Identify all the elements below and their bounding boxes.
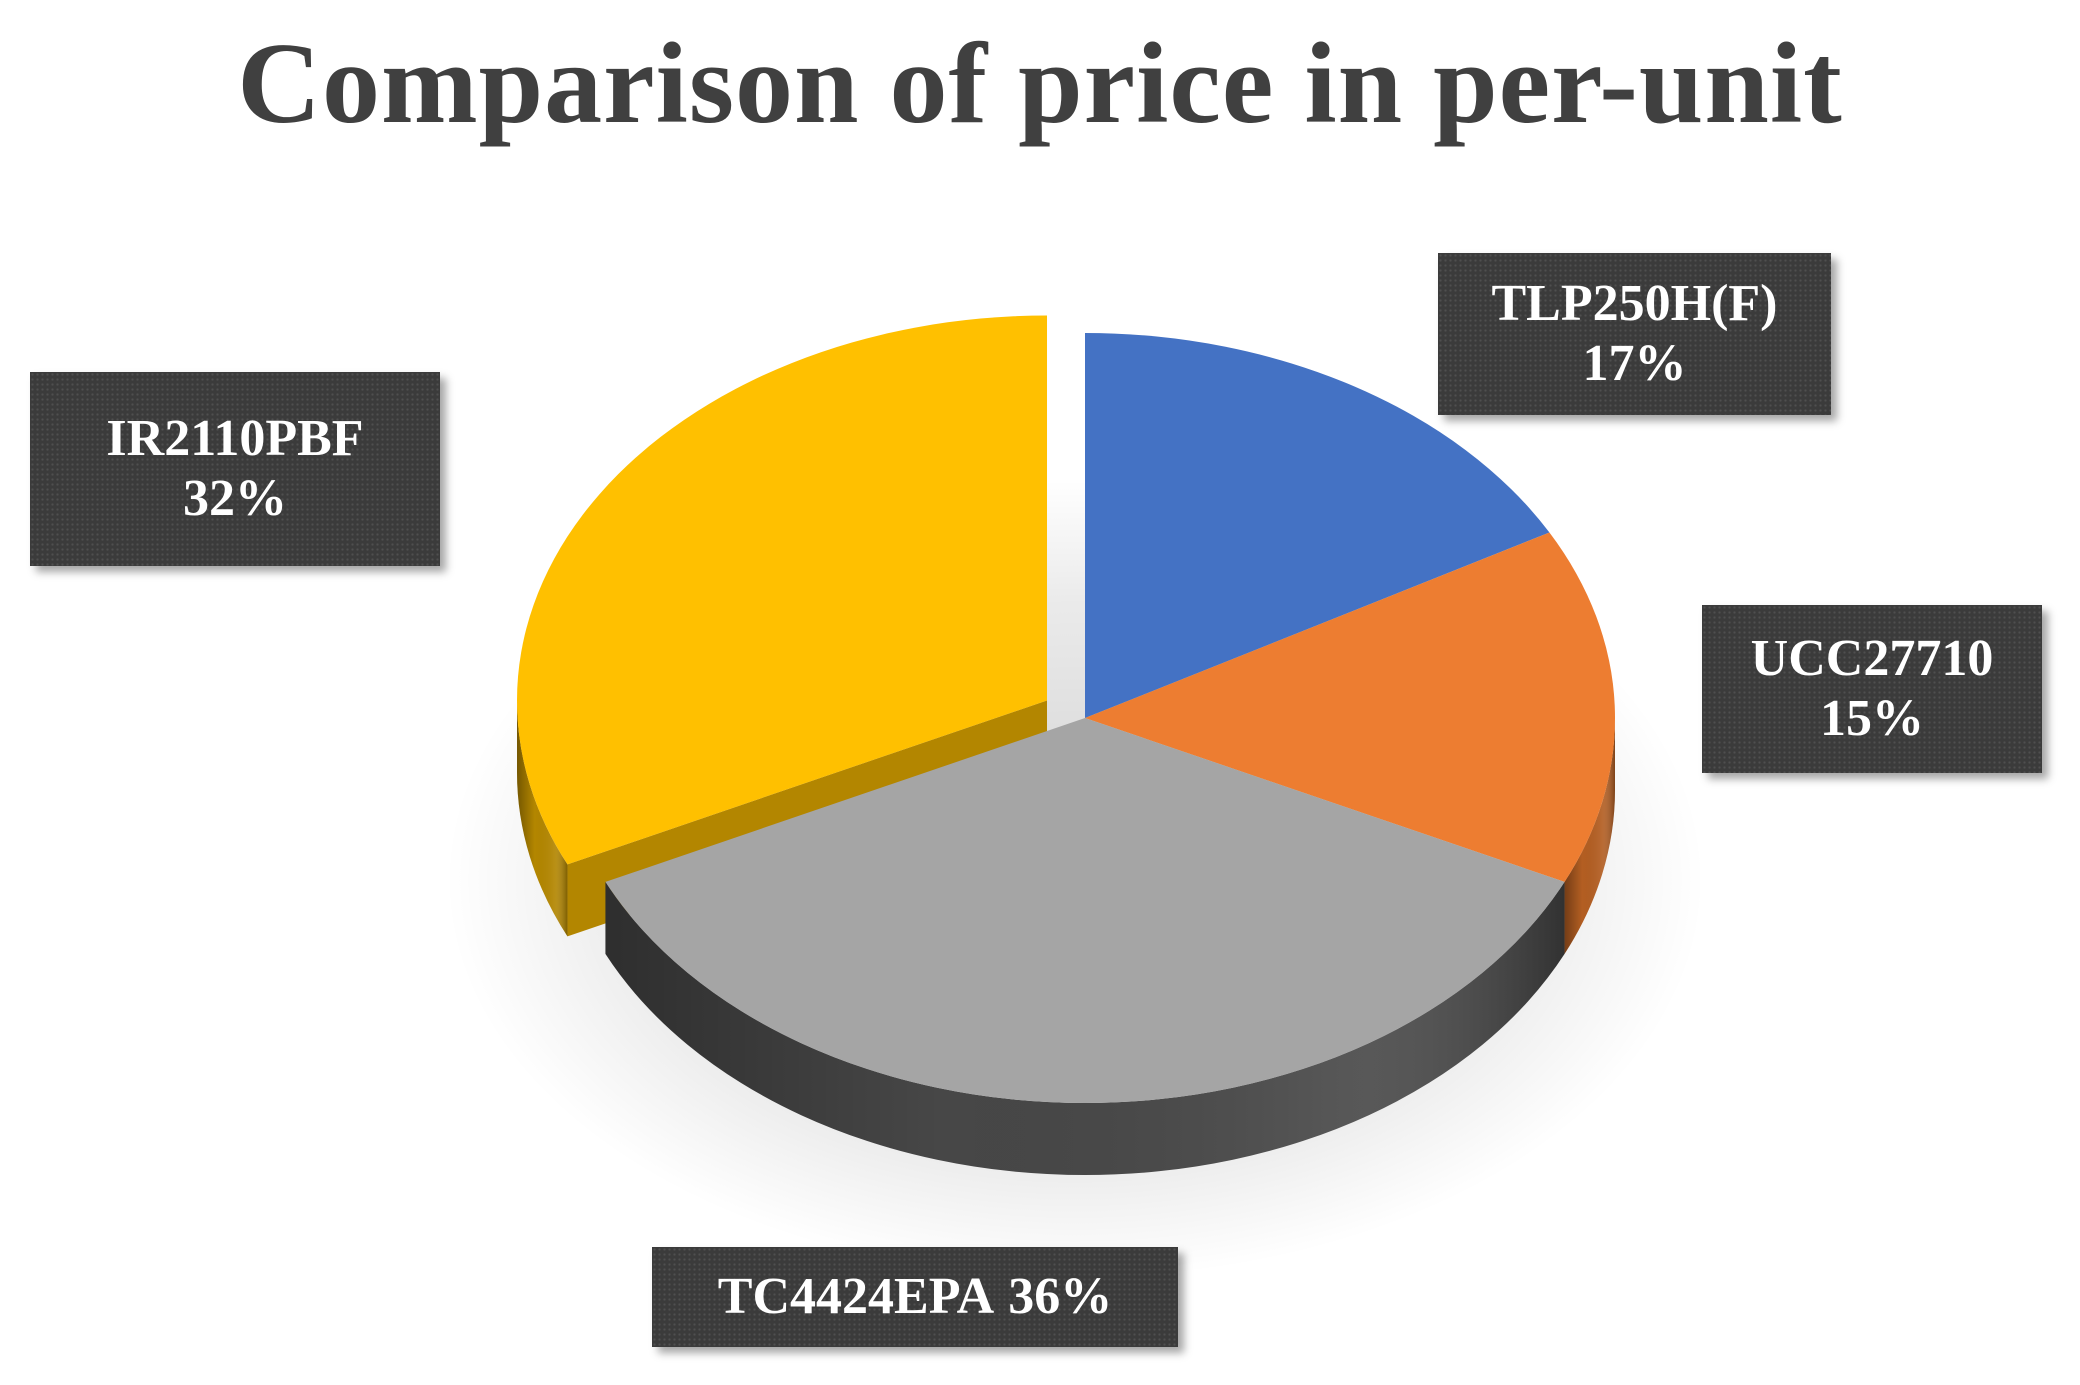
data-label-name: UCC27710 [1750, 630, 1994, 687]
data-label-ucc27710: UCC27710 15% [1702, 605, 2042, 773]
data-label-tlp250hf: TLP250H(F) 17% [1438, 253, 1831, 415]
data-label-tc4424epa: TC4424EPA 36% [652, 1247, 1178, 1347]
pie-slice-ucc27710 [1085, 532, 1616, 882]
data-label-name: TLP250H(F) [1491, 275, 1778, 332]
data-label-percent: 32% [183, 470, 287, 527]
data-label-name: TC4424EPA [717, 1268, 995, 1325]
pie-slice-ir2110pbf [517, 315, 1048, 865]
pie-slice-tlp250hf [1085, 333, 1550, 718]
data-label-percent: 17% [1582, 335, 1687, 392]
pie-slice-side-shade-tc4424epa-0 [605, 881, 1565, 1176]
data-label-percent: 36% [1008, 1268, 1113, 1325]
pie-slice-side-shade-ir2110pbf-0 [517, 700, 568, 937]
pie-slices [517, 315, 1616, 1104]
pie-slice-tc4424epa [605, 718, 1565, 1104]
pie-slice-side-shade-ucc27710-0 [1564, 718, 1615, 954]
data-label-name: IR2110PBF [106, 410, 364, 467]
data-label-percent: 15% [1820, 690, 1924, 747]
data-label-ir2110pbf: IR2110PBF 32% [30, 372, 440, 566]
chart-title: Comparison of price in per-unit [237, 20, 1843, 148]
